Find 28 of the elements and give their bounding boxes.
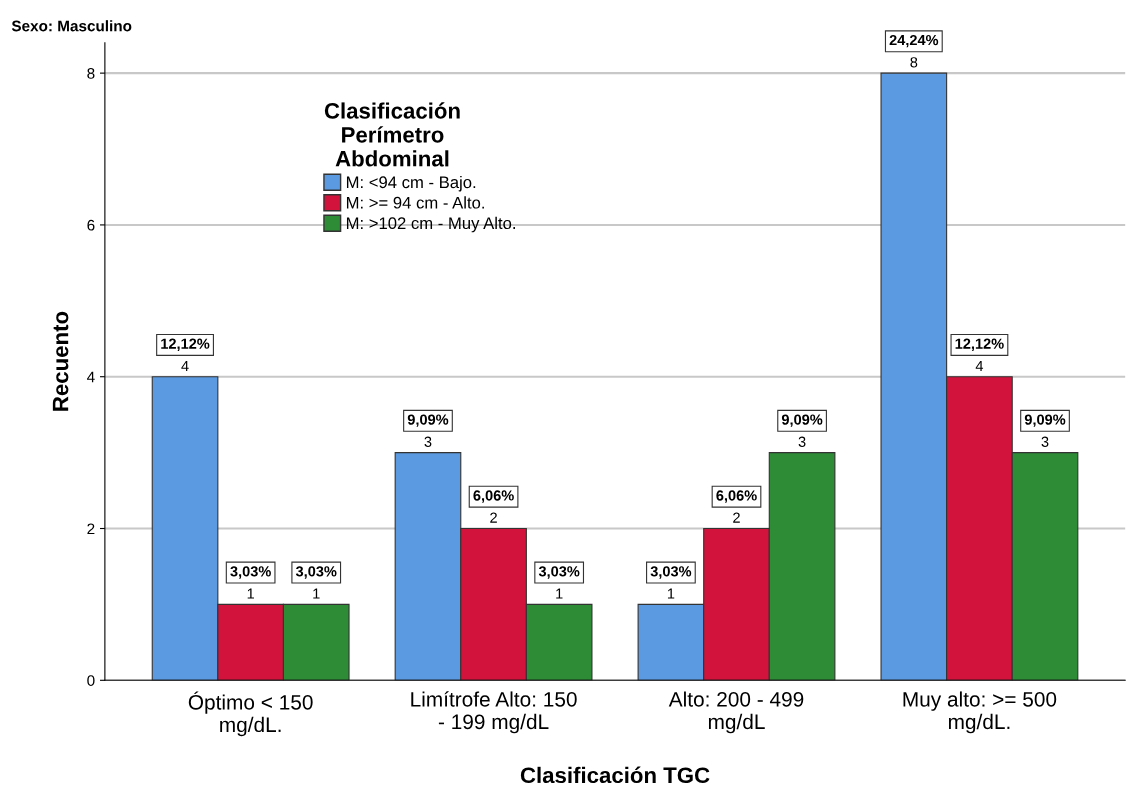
text: 12,12% 4 xyxy=(955,338,1004,371)
y-tick-label: 6 xyxy=(87,219,95,231)
text: 24,24% 8 xyxy=(889,34,939,68)
x-tick-label: Limítrofe Alto: 150 - 199 mg/dL xyxy=(411,691,577,734)
chart-title: Sexo: Masculino xyxy=(11,20,132,32)
y-tick-label: 4 xyxy=(87,371,95,383)
x-tick-label: Muy alto: >= 500 mg/dL. xyxy=(903,691,1057,734)
text: 9,09% 3 xyxy=(1024,414,1066,447)
text: 9,09% 3 xyxy=(781,414,823,447)
text: 3,03% 1 xyxy=(230,566,271,599)
text: 12,12% 4 xyxy=(161,338,210,371)
text: 3,03% 1 xyxy=(538,566,580,599)
y-tick-label: 0 xyxy=(87,675,95,686)
legend-label: M: >= 94 cm - Alto. xyxy=(346,196,484,209)
text: 6,06% 2 xyxy=(473,490,514,523)
legend-label: M: <94 cm - Bajo. xyxy=(346,175,476,192)
text: 6,06% 2 xyxy=(716,490,757,523)
y-tick-label: 8 xyxy=(87,68,95,79)
text: 9,09% 3 xyxy=(407,414,449,447)
x-tick-label: Alto: 200 - 499 mg/dL xyxy=(668,691,804,734)
legend-label: M: >102 cm - Muy Alto. xyxy=(346,216,515,233)
y-axis-title: Recuento xyxy=(52,311,69,411)
text: 3,03% 1 xyxy=(650,566,692,599)
x-tick-label: Óptimo < 150 mg/dL. xyxy=(188,691,313,737)
x-axis-title: Clasificación TGC xyxy=(520,766,710,784)
y-tick-label: 2 xyxy=(87,523,95,535)
legend-title: Clasificación Perímetro Abdominal xyxy=(324,102,460,167)
text: 3,03% 1 xyxy=(295,566,337,599)
